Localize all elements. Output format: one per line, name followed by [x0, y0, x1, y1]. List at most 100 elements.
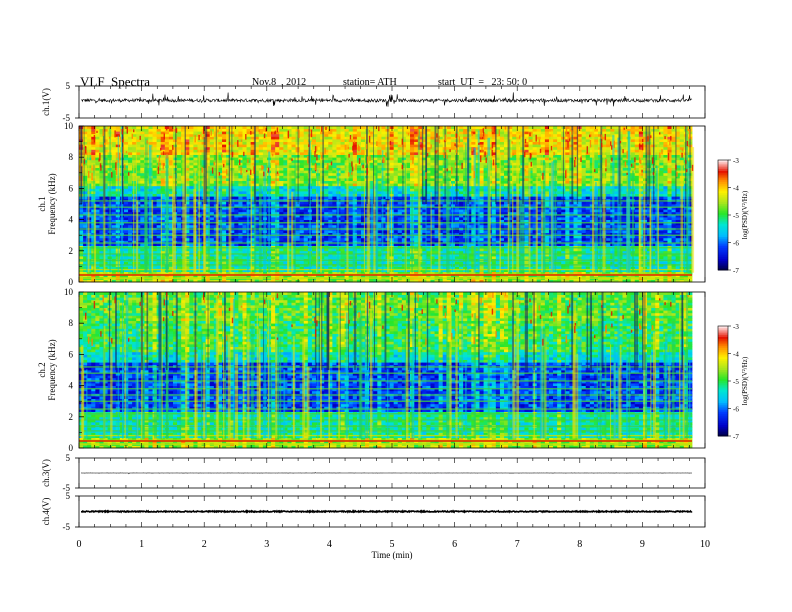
ch1-ylabel: ch.1(V) — [41, 88, 51, 116]
ch1-spec-cell — [193, 167, 198, 171]
ch1-spec-cell — [328, 128, 333, 132]
ch1-spec-cell — [185, 128, 190, 132]
ch1-spec-cell — [356, 201, 362, 205]
ch1-spec-cell — [205, 128, 211, 132]
ch1-spec-cell — [95, 170, 100, 174]
ch1-spec-cell — [230, 165, 235, 168]
ch1-spec-cell — [258, 162, 264, 166]
ch1-spec-cell — [123, 146, 129, 150]
ch1-spec-cell — [185, 240, 190, 244]
ch1-spec-cell — [250, 154, 256, 158]
ch1-spec-cell — [373, 162, 378, 166]
ch1-spec-cell — [283, 146, 288, 150]
ch1-spec-cell — [222, 152, 227, 155]
ch1-spec-cell — [222, 175, 227, 179]
ch1-spec-cell — [246, 131, 252, 135]
ch1-spec-cell — [238, 196, 243, 200]
ch1-spec-cell — [340, 196, 346, 200]
ch1-spec-cell — [132, 222, 137, 226]
ch1-spec-cell — [238, 232, 243, 236]
ch1-spec-cell — [160, 141, 166, 145]
ch1-spec-cell — [140, 159, 145, 163]
ch1-spec-cell — [328, 152, 333, 155]
ch1-spec-cell — [250, 175, 256, 179]
ch1-spec-cell — [262, 157, 268, 161]
ch1-spec-cell — [336, 128, 341, 132]
ch1-spec-cell — [136, 178, 141, 181]
ch1-spec-cell — [193, 131, 198, 135]
ch1-spec-cell — [393, 178, 399, 181]
ch1-spec-cell — [152, 206, 158, 210]
ch1-spec-cell — [99, 266, 104, 270]
ch1-spec-cell — [152, 144, 158, 148]
ch1-spec-cell — [271, 224, 276, 228]
ch1-spec-cell — [136, 185, 141, 189]
ch1-spec-cell — [311, 157, 317, 161]
ch1-spec-cell — [303, 256, 309, 259]
ch1-spec-cell — [222, 219, 227, 223]
ch1-spec-cell — [209, 222, 215, 226]
ch1-spec-cell — [246, 271, 252, 275]
ch1-spec-cell — [340, 180, 346, 184]
ch1-spec-cell — [185, 217, 190, 220]
ch1-spec-cell — [238, 159, 243, 163]
ch1-spec-cell — [377, 159, 382, 163]
ch1-spec-cell — [279, 185, 284, 189]
ch1-spec-cell — [336, 152, 341, 155]
ch1-spec-cell — [172, 271, 178, 275]
ch1-spec-cell — [410, 170, 415, 174]
ch1-spec-cell — [393, 237, 399, 241]
ch1-spec-cell — [311, 126, 317, 129]
ch1-spec-cell — [128, 211, 133, 215]
ch1-spec-cell — [95, 141, 100, 145]
ch1-spec-cell — [136, 266, 141, 270]
ch1-spec-cell — [128, 232, 133, 236]
ch1-spec-cell — [156, 232, 162, 236]
ch1-spec-cell — [128, 279, 133, 283]
ch1-spec-cell — [254, 269, 260, 272]
ch1-spec-cell — [242, 235, 247, 239]
ch1-spec-cell — [258, 175, 264, 179]
ch1-spec-cell — [79, 250, 84, 254]
ch1-spec-cell — [193, 146, 198, 150]
ch1-spec-cell — [152, 235, 158, 239]
ch1-spec-cell — [226, 253, 231, 257]
ch1-spec-cell — [160, 193, 166, 197]
ch1-spec-cell — [99, 144, 104, 148]
ch1-spec-cell — [217, 141, 223, 145]
ch1-spec-cell — [332, 230, 337, 233]
ch1-spec-cell — [205, 126, 211, 129]
ch1-spec-cell — [189, 217, 194, 220]
ch1-spec-cell — [111, 271, 117, 275]
ch1-spec-cell — [320, 139, 325, 142]
ch1-spec-cell — [377, 152, 382, 155]
ch1-spec-cell — [152, 248, 158, 252]
ch1-spec-cell — [83, 157, 88, 161]
ch1-spec-cell — [132, 250, 137, 254]
ch1-spec-cell — [410, 167, 415, 171]
ch1-spec-cell — [303, 230, 309, 233]
ch1-spec-cell — [103, 266, 109, 270]
ch1-spec-cell — [254, 211, 260, 215]
ch1-spec-cell — [205, 224, 211, 228]
ch1-spec-cell — [111, 144, 117, 148]
ch1-spec-cell — [132, 178, 137, 181]
ch1-spec-cell — [83, 204, 88, 207]
ch1-spec-cell — [123, 261, 129, 265]
ch1-spec-cell — [250, 191, 256, 194]
ch1-spec-cell — [262, 279, 268, 283]
ch1-spec-cell — [234, 141, 239, 145]
ch1-spec-cell — [152, 185, 158, 189]
ch1-spec-cell — [222, 237, 227, 241]
ch1-spec-cell — [152, 170, 158, 174]
ch1-spec-cell — [328, 185, 333, 189]
ch1-spec-cell — [95, 232, 100, 236]
figure-title: VLF Spectra — [80, 74, 151, 89]
ch1-spec-cell — [152, 230, 158, 233]
ch1-spec-cell — [217, 159, 223, 163]
ch1-spec-cell — [205, 154, 211, 158]
ch1-spec-cell — [234, 230, 239, 233]
ch1-spec-cell — [397, 152, 403, 155]
ch1-spec-cell — [226, 230, 231, 233]
ch1-spec-cell — [189, 183, 194, 187]
